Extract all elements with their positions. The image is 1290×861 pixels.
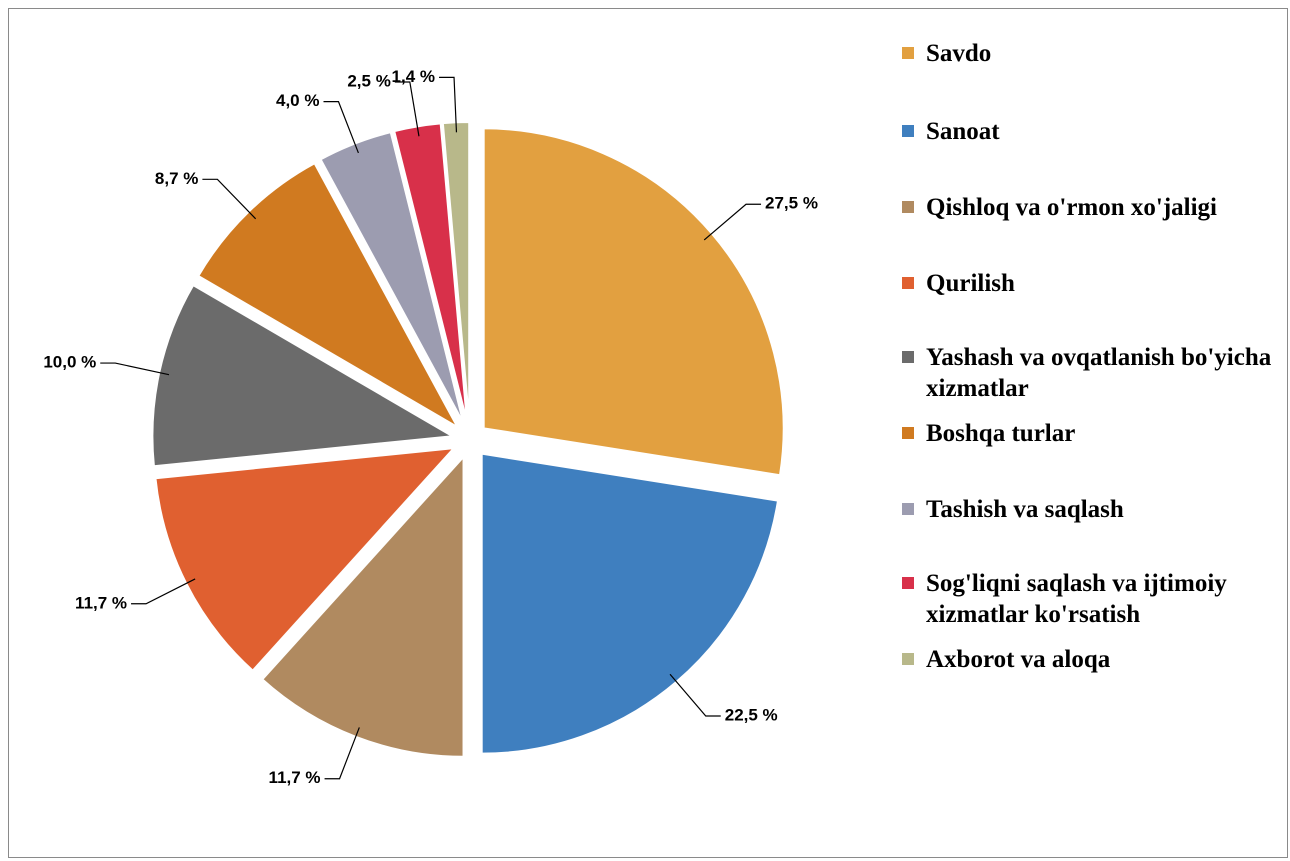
leader-line <box>323 101 359 154</box>
legend-swatch <box>902 351 914 363</box>
legend-label: Savdo <box>926 40 992 67</box>
legend-item: Yashash va ovqatlanish bo'yicha xizmatla… <box>900 342 1285 404</box>
legend-swatch <box>902 47 914 59</box>
leader-line <box>703 203 762 241</box>
data-label: 11,7 % <box>269 768 321 787</box>
legend-item: Savdo <box>900 38 1285 69</box>
pie-slice <box>482 127 785 477</box>
legend-item: Sanoat <box>900 116 1285 147</box>
legend-label: Yashash va ovqatlanish bo'yicha xizmatla… <box>926 344 1272 402</box>
legend-label: Qishloq va o'rmon xo'jaligi <box>926 194 1218 221</box>
leader-line <box>100 362 170 376</box>
legend-label: Sog'liqni saqlash va ijtimoiy xizmatlar … <box>926 570 1227 628</box>
data-label: 2,5 % <box>347 72 390 91</box>
leader-line <box>439 76 458 133</box>
leader-line <box>669 673 721 717</box>
legend-item: Qurilish <box>900 268 1285 299</box>
legend-item: Tashish va saqlash <box>900 494 1285 525</box>
data-label: 22,5 % <box>725 706 778 725</box>
leader-line <box>324 727 360 780</box>
legend-item: Sog'liqni saqlash va ijtimoiy xizmatlar … <box>900 568 1285 630</box>
legend-item: Boshqa turlar <box>900 418 1285 449</box>
legend-swatch <box>902 201 914 213</box>
leader-line <box>394 81 420 137</box>
legend-swatch <box>902 503 914 515</box>
legend-item: Axborot va aloqa <box>900 644 1285 675</box>
legend-label: Boshqa turlar <box>926 420 1076 447</box>
data-label: 27,5 % <box>765 194 818 213</box>
leader-line <box>131 578 196 605</box>
data-label: 8,7 % <box>155 169 198 188</box>
legend-swatch <box>902 427 914 439</box>
legend-swatch <box>902 653 914 665</box>
data-label: 1,4 % <box>392 67 435 86</box>
legend-label: Tashish va saqlash <box>926 496 1124 523</box>
data-label: 4,0 % <box>276 91 319 110</box>
legend-label: Qurilish <box>926 270 1015 297</box>
legend-swatch <box>902 125 914 137</box>
leader-line <box>202 178 257 220</box>
legend-label: Sanoat <box>926 118 1000 145</box>
chart-frame <box>8 8 1288 858</box>
legend-swatch <box>902 577 914 589</box>
legend-swatch <box>902 277 914 289</box>
data-label: 11,7 % <box>75 593 127 612</box>
legend-item: Qishloq va o'rmon xo'jaligi <box>900 192 1285 223</box>
legend-label: Axborot va aloqa <box>926 646 1111 673</box>
data-label: 10,0 % <box>43 353 96 372</box>
